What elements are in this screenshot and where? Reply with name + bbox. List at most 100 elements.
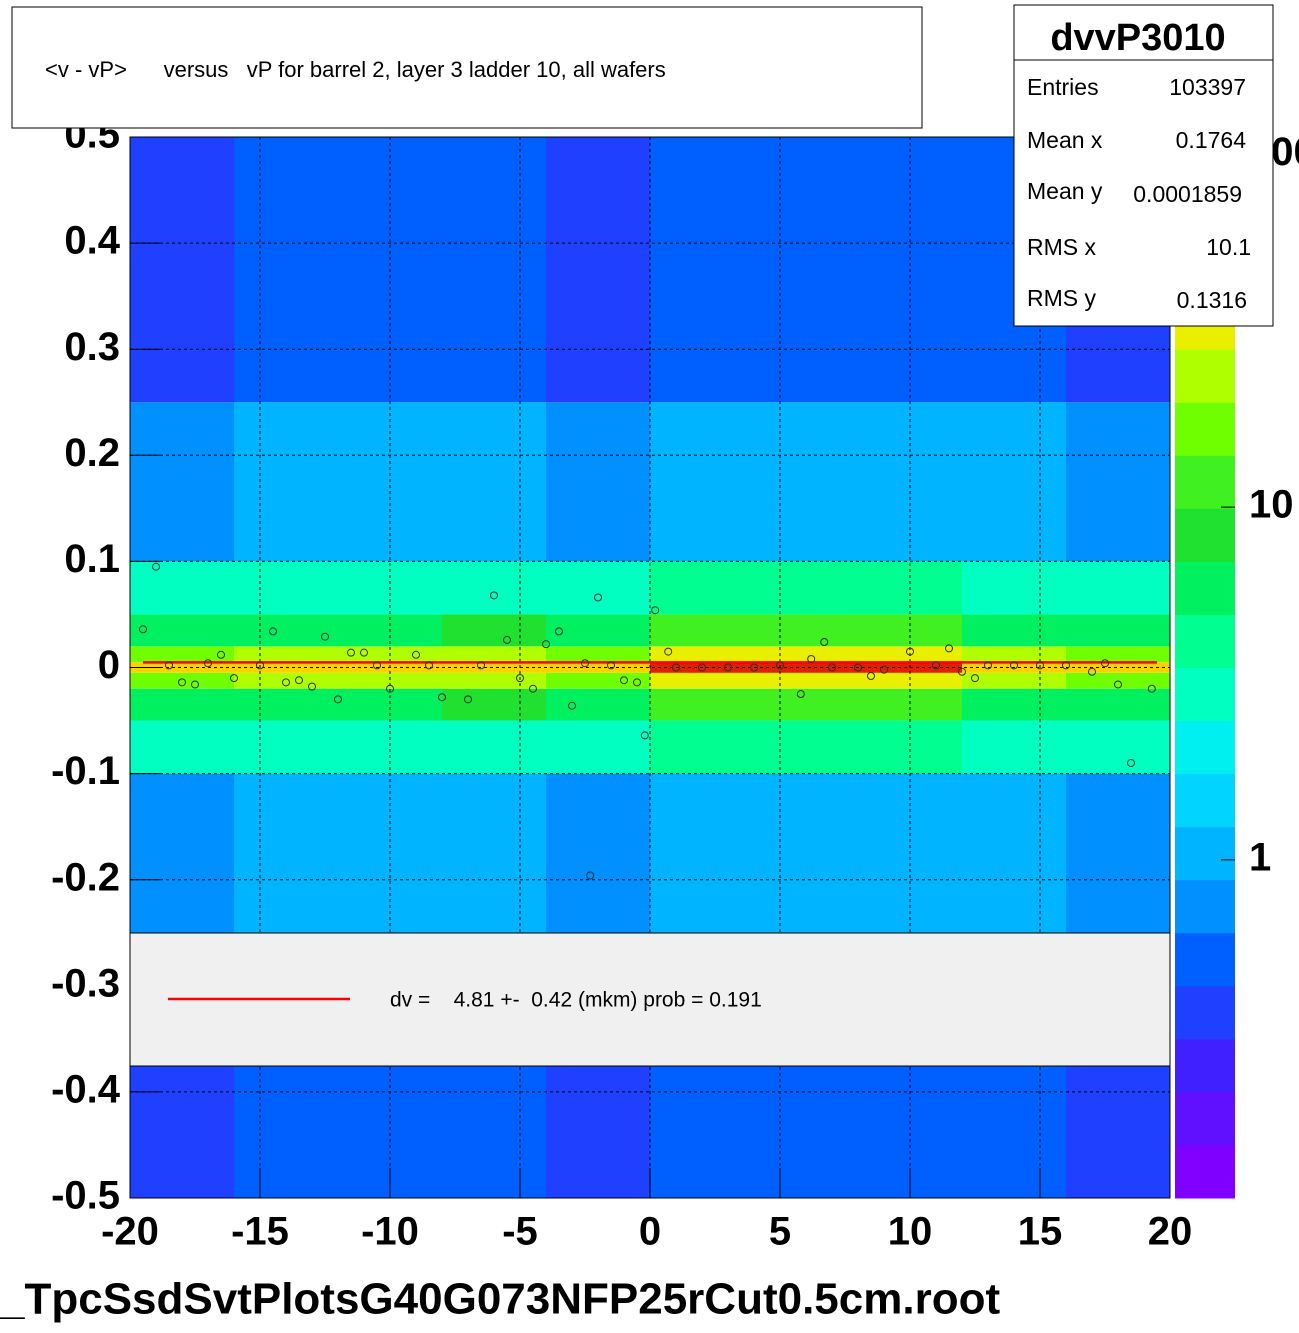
profile-point	[867, 671, 875, 680]
heatmap-cell	[234, 688, 338, 721]
palette-band	[1175, 561, 1235, 615]
chart-title: <v - vP> versus vP for barrel 2, layer 3…	[45, 57, 666, 82]
heatmap-cell	[1066, 614, 1170, 647]
heatmap-cell	[234, 614, 338, 647]
profile-point	[828, 663, 836, 672]
y-tick-label: 0.4	[64, 219, 120, 263]
palette-band	[1175, 667, 1235, 722]
y-tick-label: 0	[98, 643, 120, 687]
profile-point	[373, 661, 381, 670]
profile-point	[542, 640, 550, 649]
profile-point	[672, 663, 680, 672]
stats-box	[1013, 4, 1274, 327]
profile-point	[1101, 659, 1109, 668]
y-tick-label: -0.1	[51, 749, 120, 793]
heatmap-cell	[754, 402, 858, 562]
heatmap-cell	[442, 773, 546, 933]
palette-band	[1175, 508, 1235, 562]
heatmap-cell	[754, 688, 858, 721]
profile-point	[295, 676, 303, 685]
heatmap-cell	[546, 720, 650, 774]
heatmap-cell	[442, 646, 546, 663]
heatmap-cell	[130, 773, 234, 933]
heatmap-cell	[650, 402, 754, 562]
profile-point	[490, 591, 498, 600]
profile-point	[854, 663, 862, 672]
heatmap-cell	[962, 402, 1066, 562]
heatmap-cell	[754, 662, 858, 673]
palette-band	[1175, 826, 1235, 881]
heatmap-cell	[962, 773, 1066, 933]
heatmap-cell	[754, 137, 858, 403]
profile-point	[620, 676, 628, 685]
profile-point	[607, 661, 615, 670]
heatmap-cell	[1066, 720, 1170, 774]
heatmap-cell	[1066, 646, 1170, 663]
profile-point	[664, 647, 673, 656]
heatmap-cell	[754, 672, 858, 689]
x-tick-label: -20	[101, 1210, 159, 1254]
profile-point	[724, 663, 732, 672]
profile-point	[807, 655, 816, 664]
heatmap-cell	[234, 137, 338, 403]
heatmap-cell	[130, 646, 234, 663]
profile-point	[958, 667, 966, 676]
heatmap-cell	[442, 561, 546, 615]
palette-band	[1175, 1038, 1235, 1093]
profile-point	[529, 684, 537, 693]
palette-band	[1175, 932, 1235, 987]
heatmap-cell	[338, 672, 442, 689]
heatmap-cell	[546, 773, 650, 933]
heatmap-cell	[442, 614, 546, 647]
heatmap-cell	[858, 672, 962, 689]
palette-band	[1175, 773, 1235, 828]
stats-label: RMS x	[1027, 234, 1097, 260]
heatmap-cell	[650, 720, 754, 774]
profile-point	[1147, 684, 1156, 693]
heatmap-cell	[754, 720, 858, 774]
profile-point	[1010, 661, 1018, 670]
heatmap-cell	[962, 561, 1066, 615]
profile-point	[321, 632, 329, 641]
profile-point	[594, 593, 602, 602]
heatmap-cell	[754, 773, 858, 933]
heatmap-cell	[650, 614, 754, 647]
palette-band	[1175, 455, 1235, 509]
profile-point	[880, 665, 888, 674]
profile-point	[347, 648, 355, 657]
z-tick-label: 10	[1249, 483, 1294, 527]
stats-value: 0.1316	[1177, 287, 1247, 313]
profile-point	[334, 695, 342, 704]
heatmap-cell	[962, 688, 1066, 721]
profile-point	[640, 731, 649, 740]
heatmap-cell	[442, 402, 546, 562]
profile-point	[477, 661, 485, 670]
palette-band	[1175, 1144, 1235, 1199]
z-tick-label: 1	[1249, 835, 1271, 879]
heatmap-cell	[442, 137, 546, 403]
profile-point	[932, 661, 940, 670]
heatmap-cell	[234, 561, 338, 615]
profile-point	[308, 682, 316, 691]
profile-point	[581, 659, 589, 668]
heatmap-cell	[234, 402, 338, 562]
heatmap-cell	[546, 137, 650, 403]
profile-point	[1062, 661, 1070, 670]
stats-value: 10.1	[1206, 234, 1251, 260]
y-tick-label: -0.3	[51, 961, 120, 1005]
heatmap-cell	[858, 720, 962, 774]
stats-value: 0.1764	[1176, 127, 1247, 153]
profile-point	[1114, 680, 1122, 689]
profile-point	[796, 690, 805, 699]
profile-point	[776, 661, 784, 670]
heatmap-cell	[546, 646, 650, 663]
y-tick-label: 0.2	[64, 431, 120, 475]
profile-point	[568, 701, 576, 710]
profile-point	[1036, 661, 1044, 670]
y-tick-label: -0.5	[51, 1174, 120, 1218]
heatmap-cell	[1066, 662, 1170, 673]
profile-point	[820, 638, 829, 647]
x-tick-label: 0	[639, 1210, 661, 1254]
stats-label: Entries	[1027, 74, 1099, 100]
